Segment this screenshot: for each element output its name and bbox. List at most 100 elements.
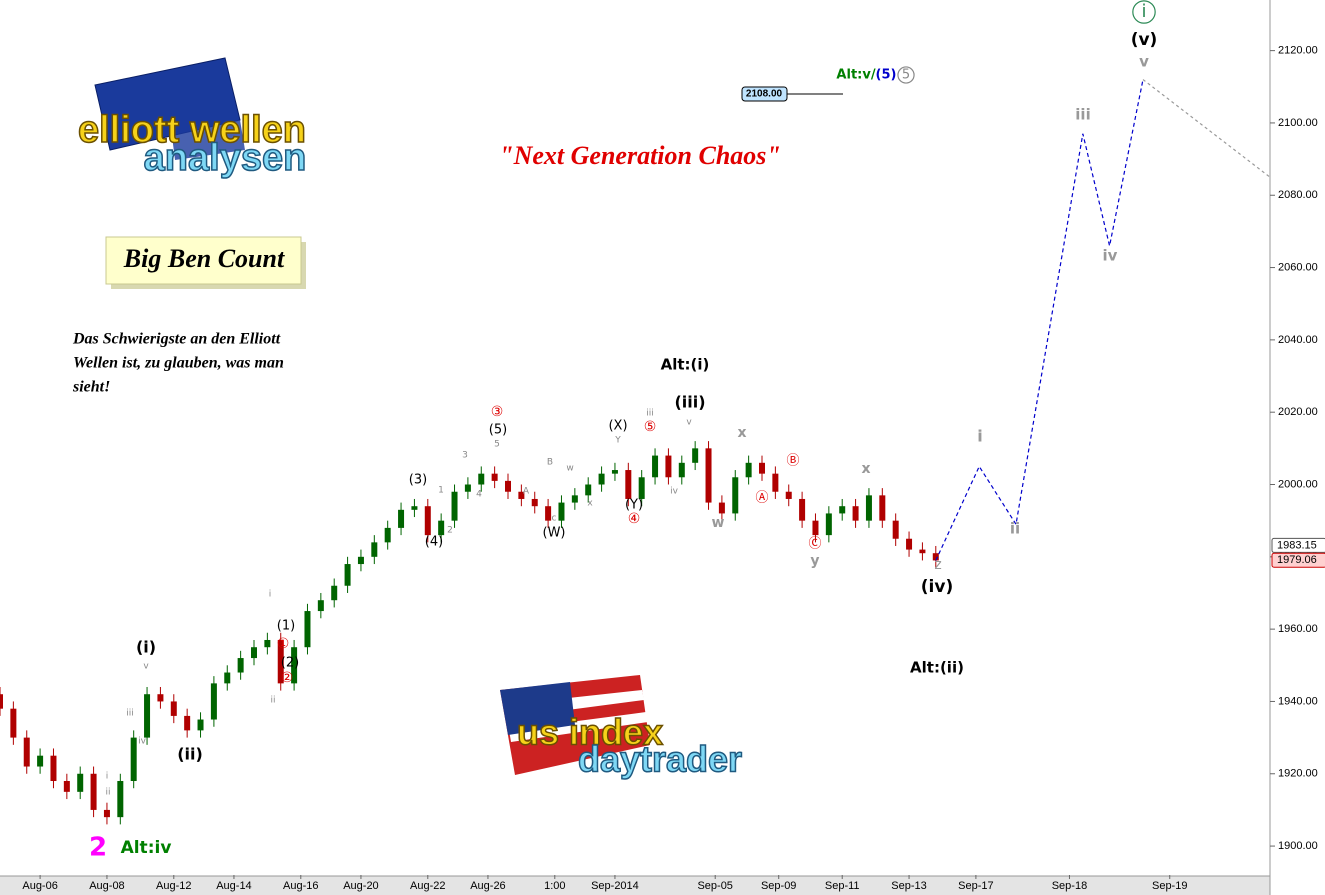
logo-text: us index [517,712,663,753]
candle-body [398,509,405,528]
x-tick-label: Aug-20 [343,880,378,892]
price-tag [1271,552,1325,568]
candle-body [77,773,84,792]
y-tick-label: 2040.00 [1278,334,1318,346]
candle-body [825,513,832,536]
candle-body [478,473,485,485]
candle-body [144,694,151,738]
wave-label: ii [270,696,275,706]
wave-label: c [552,514,557,524]
candle-body [625,470,632,499]
y-tick-label: 2120.00 [1278,45,1318,57]
candle-body [718,502,725,514]
wave-label: (2) [281,656,299,671]
wave-label: Alt:iv [121,838,172,858]
candle-body [117,780,124,818]
wave-label: v [686,418,692,428]
candle-body [411,506,418,510]
wave-label: 1 [438,486,444,496]
candle-body [852,506,859,521]
candle-body [130,737,137,781]
candle-body [184,715,191,731]
candle-body [384,527,391,543]
candle-body [759,462,765,474]
wave-label: ii [105,788,110,798]
wave-label: (3) [409,473,427,488]
candle-body [210,683,217,720]
candle-body [892,520,899,539]
wave-label: Ⓐ [755,491,768,506]
candle-body [90,773,97,810]
candle-body [0,694,3,709]
wave-label: (v) [1131,30,1158,50]
x-tick-label: 1:00 [544,880,565,892]
candle-body [291,647,298,684]
wave-label: w [566,464,573,474]
candle-body [197,719,204,731]
wave-label: iii [1075,106,1090,124]
candle-body [438,520,445,536]
candle-body [611,470,618,474]
wave-label: ii [1010,520,1020,538]
candle-body [10,708,17,738]
y-tick-label: 2100.00 [1278,117,1318,129]
wave-label: ③ [491,404,504,420]
candle-body [357,556,364,565]
wave-label: Ⓑ [786,454,799,469]
candle-body [170,701,177,716]
candle-body [424,506,431,536]
wave-label: x [587,499,593,509]
candle-body [665,455,672,478]
wave-label: B [547,458,553,468]
logo-text: daytrader [578,739,742,780]
wave-label: (iii) [674,393,705,412]
candle-body [558,502,565,521]
wave-label: iii [126,709,134,719]
candle-body [785,491,792,499]
candle-body [705,448,712,503]
candle-body [518,491,525,499]
chart-title: "Next Generation Chaos" [499,141,781,170]
x-tick-label: Aug-22 [410,880,445,892]
x-tick-label: Aug-26 [470,880,505,892]
y-tick-label: 2060.00 [1278,261,1318,273]
candle-body [451,491,458,521]
annotation-circle [1132,0,1156,24]
candle-body [906,538,913,550]
wave-label: Alt:v/ [836,68,875,83]
candle-body [505,480,511,492]
candle-body [50,755,57,781]
y-tick-label: 1940.00 [1278,695,1318,707]
logo-us: us index daytrader [500,675,743,780]
logo-text: analysen [144,137,307,179]
x-tick-label: Sep-13 [891,880,926,892]
wave-label: w [712,515,725,531]
subtitle: Big Ben Count [123,244,285,273]
candle-body [638,477,645,499]
note-line: Das Schwierigste an den Elliott [72,331,281,348]
wave-label: (5) [489,423,507,438]
candle-body [317,600,324,612]
wave-label: 5 [494,440,500,450]
price-tag-label: 1983.15 [1277,539,1317,551]
candle-body [23,737,30,767]
wave-label: z [934,557,941,573]
x-tick-label: Aug-12 [156,880,191,892]
wave-label: x [861,461,870,477]
candle-body [865,495,872,521]
candle-body [157,694,164,702]
wave-label: (5) [876,68,897,83]
candle-body [932,553,939,561]
candle-body [63,780,70,792]
candle-body [331,585,338,601]
candle-body [37,755,44,767]
note-line: Wellen ist, zu glauben, was man [73,355,284,372]
wave-label: (ii) [177,745,203,764]
x-tick-label: Sep-18 [1052,880,1087,892]
x-tick-label: Aug-06 [22,880,57,892]
candle-body [491,473,498,481]
x-tick-label: Sep-11 [825,880,860,892]
candle-body [678,462,685,478]
wave-label: 3 [462,451,468,461]
